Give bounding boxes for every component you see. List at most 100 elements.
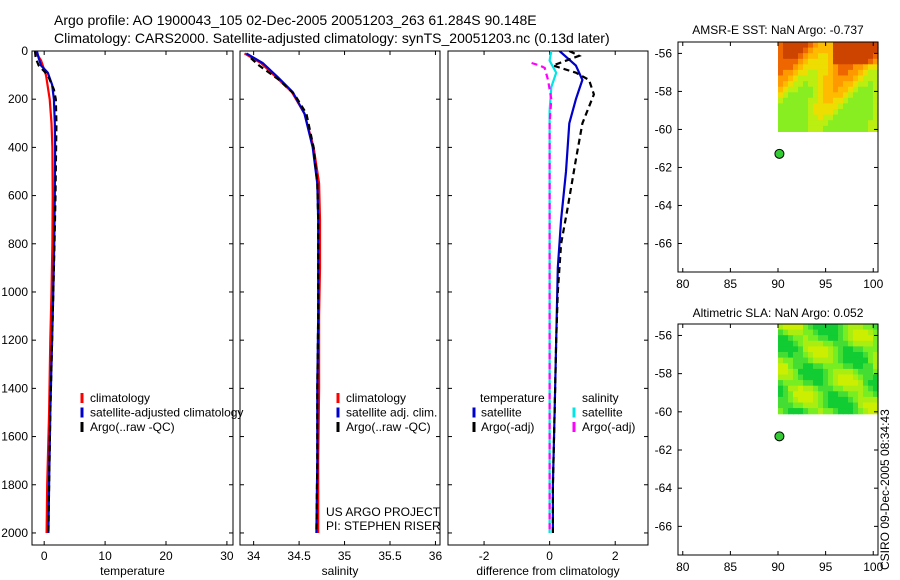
altimetric-sla-field-cell: [838, 357, 844, 364]
amsre-sst-field-cell: [853, 103, 859, 110]
amsre-sst-lon-tick-label: 90: [771, 277, 785, 291]
amsre-sst-field-cell: [853, 64, 859, 71]
amsre-sst-field-cell: [803, 86, 809, 93]
altimetric-sla-field-cell: [853, 385, 859, 392]
altimetric-sla-field-cell: [848, 352, 854, 359]
altimetric-sla-lat-tick-label: -56: [655, 328, 673, 342]
amsre-sst-field-cell: [863, 69, 869, 77]
amsre-sst-field-cell: [858, 86, 864, 93]
altimetric-sla-field-cell: [818, 380, 824, 387]
altimetric-sla-field-cell: [818, 385, 824, 392]
altimetric-sla-field-cell: [778, 324, 784, 331]
depth-tick-label: 1000: [1, 285, 28, 299]
amsre-sst-field-cell: [823, 114, 829, 121]
amsre-sst-field-cell: [823, 92, 829, 99]
amsre-sst-field-cell: [833, 120, 839, 127]
amsre-sst-field-cell: [853, 53, 859, 60]
amsre-sst-field-cell: [853, 125, 859, 132]
amsre-sst-field-cell: [828, 125, 834, 132]
altimetric-sla-field-cell: [873, 329, 879, 336]
amsre-sst-field-cell: [818, 114, 824, 121]
amsre-sst-field-cell: [868, 103, 874, 110]
amsre-sst-field-cell: [783, 86, 789, 93]
amsre-sst-field-cell: [863, 92, 869, 99]
altimetric-sla-field-cell: [803, 329, 809, 336]
amsre-sst-field-cell: [783, 120, 789, 127]
altimetric-sla-field-cell: [848, 408, 854, 415]
altimetric-sla-field-cell: [818, 368, 824, 376]
amsre-sst-field-cell: [858, 53, 864, 60]
amsre-sst-field-cell: [813, 114, 819, 121]
depth-tick-label: 1200: [1, 333, 28, 347]
altimetric-sla-field-cell: [813, 346, 819, 353]
altimetric-sla-field-cell: [808, 408, 814, 415]
amsre-sst-field-cell: [823, 75, 829, 82]
altimetric-sla-field-cell: [788, 391, 794, 398]
amsre-sst-field-cell: [868, 114, 874, 121]
difference-plot-frame: [447, 50, 649, 546]
amsre-sst-field-cell: [833, 103, 839, 110]
amsre-sst-field-cell: [783, 47, 789, 54]
altimetric-sla-field-cell: [873, 402, 879, 409]
temperature-plot-frame: [31, 50, 234, 546]
amsre-sst-field-cell: [843, 64, 849, 71]
amsre-sst-field-cell: [863, 109, 869, 116]
altimetric-sla-field-cell: [868, 346, 874, 353]
amsre-sst-field-cell: [833, 64, 839, 71]
altimetric-sla-field-cell: [843, 352, 849, 359]
altimetric-sla-field-cell: [808, 368, 814, 376]
amsre-sst-field-cell: [833, 42, 839, 49]
altimetric-sla-field-cell: [803, 402, 809, 409]
project-annotation: PI: STEPHEN RISER: [326, 519, 441, 533]
altimetric-sla-field-cell: [868, 335, 874, 342]
temperature-x-axis-label: temperature: [100, 564, 165, 578]
altimetric-sla-field-cell: [778, 402, 784, 409]
amsre-sst-field-cell: [858, 42, 864, 49]
altimetric-sla-lat-tick-label: -66: [655, 519, 673, 533]
amsre-sst-lon-tick-label: 95: [819, 277, 833, 291]
altimetric-sla-field-cell: [853, 391, 859, 398]
altimetric-sla-field-cell: [813, 324, 819, 331]
altimetric-sla-field-cell: [868, 380, 874, 387]
altimetric-sla-field-cell: [873, 374, 879, 381]
amsre-sst-field-cell: [833, 81, 839, 88]
altimetric-sla-field-cell: [778, 408, 784, 415]
amsre-sst-field-cell: [863, 103, 869, 110]
altimetric-sla-field-cell: [823, 335, 829, 342]
altimetric-sla-field-cell: [813, 335, 819, 342]
amsre-sst-field-cell: [833, 92, 839, 99]
altimetric-sla-field-cell: [863, 396, 869, 404]
altimetric-sla-field-cell: [863, 340, 869, 347]
amsre-sst-field-cell: [793, 86, 799, 93]
altimetric-sla-field-cell: [843, 363, 849, 370]
altimetric-sla-field-cell: [803, 357, 809, 364]
altimetric-sla-field-cell: [868, 363, 874, 370]
altimetric-sla-field-cell: [798, 324, 804, 331]
altimetric-sla-field-cell: [803, 352, 809, 359]
altimetric-sla-field-cell: [828, 357, 834, 364]
altimetric-sla-field-cell: [808, 357, 814, 364]
salinity-xtick-label: 35: [338, 549, 352, 563]
amsre-sst-field-cell: [803, 42, 809, 49]
salinity-xtick-label: 34.5: [287, 549, 311, 563]
difference-xtick-label: -2: [479, 549, 490, 563]
altimetric-sla-field-cell: [873, 346, 879, 353]
altimetric-sla-field-cell: [853, 324, 859, 331]
amsre-sst-lat-tick-label: -60: [655, 122, 673, 136]
altimetric-sla-field-cell: [828, 363, 834, 370]
amsre-sst-field-cell: [803, 58, 809, 65]
altimetric-sla-field-cell: [858, 368, 864, 376]
amsre-sst-field-cell: [873, 109, 879, 116]
amsre-sst-field-cell: [853, 75, 859, 82]
altimetric-sla-field-cell: [873, 352, 879, 359]
amsre-sst-field-cell: [873, 97, 879, 104]
altimetric-sla-field-cell: [843, 408, 849, 415]
amsre-sst-field-cell: [838, 81, 844, 88]
difference-legend-title-temperature: temperature: [480, 391, 545, 405]
amsre-sst-field-cell: [818, 42, 824, 49]
altimetric-sla-field-cell: [843, 357, 849, 364]
altimetric-sla-field-cell: [863, 335, 869, 342]
temperature-legend-entry: Argo(..raw -QC): [90, 420, 175, 434]
amsre-sst-field-cell: [788, 47, 794, 54]
